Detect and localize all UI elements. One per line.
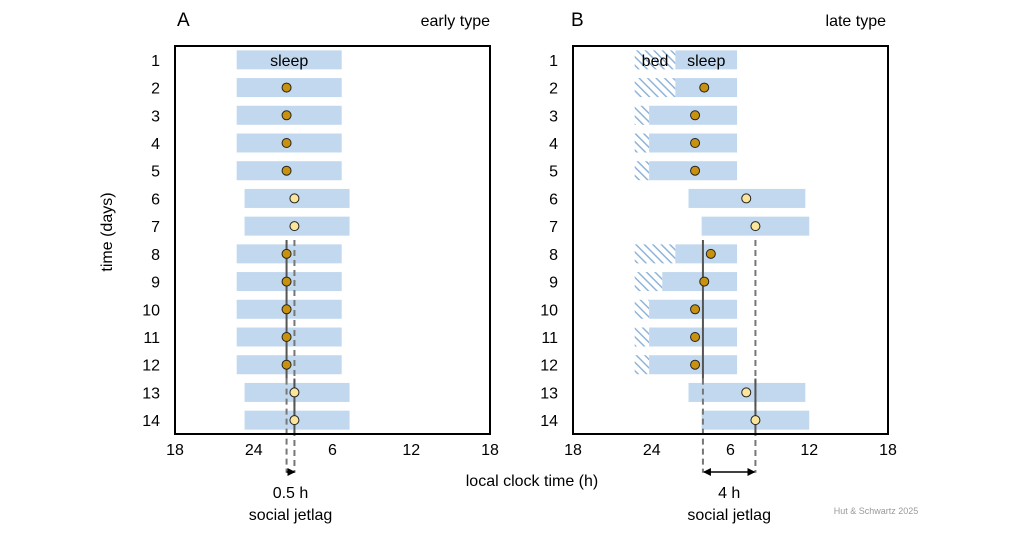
y-tick-label: 12 bbox=[540, 358, 558, 375]
y-tick-label: 9 bbox=[549, 275, 558, 292]
mid-sleep-dot bbox=[281, 359, 292, 370]
y-tick-label: 3 bbox=[151, 108, 160, 125]
bed-bar bbox=[634, 78, 676, 98]
mid-sleep-dot bbox=[281, 82, 292, 93]
y-tick-label: 2 bbox=[151, 81, 160, 98]
mid-sleep-dot bbox=[281, 110, 292, 121]
x-axis-label: local clock time (h) bbox=[466, 473, 598, 490]
mid-sleep-dot bbox=[281, 138, 292, 148]
jetlag-caption: social jetlag bbox=[687, 507, 771, 524]
mid-sleep-dot bbox=[741, 193, 752, 204]
bed-bar bbox=[634, 355, 650, 375]
sleep-label: sleep bbox=[270, 53, 308, 70]
mid-sleep-dot bbox=[699, 82, 710, 93]
mid-sleep-dot bbox=[281, 332, 292, 342]
x-tick-label: 6 bbox=[726, 442, 735, 459]
mid-sleep-dot bbox=[281, 165, 292, 176]
bed-bar bbox=[634, 161, 650, 181]
mid-sleep-dot bbox=[690, 304, 701, 315]
x-tick-label: 18 bbox=[879, 442, 897, 459]
x-tick-label: 12 bbox=[402, 442, 420, 459]
x-tick-label: 6 bbox=[328, 442, 337, 459]
bed-bar bbox=[634, 50, 676, 70]
y-tick-label: 7 bbox=[549, 219, 558, 236]
mid-sleep-dot bbox=[289, 193, 300, 204]
bed-bar bbox=[634, 244, 676, 264]
mid-sleep-dot bbox=[690, 165, 701, 176]
bed-bar bbox=[634, 105, 650, 125]
bed-bar bbox=[634, 133, 650, 153]
bed-bar bbox=[634, 327, 650, 347]
y-tick-label: 14 bbox=[142, 413, 160, 430]
y-tick-label: 12 bbox=[142, 358, 160, 375]
y-tick-label: 13 bbox=[142, 385, 160, 402]
y-axis-label: time (days) bbox=[99, 192, 116, 271]
y-tick-label: 13 bbox=[540, 385, 558, 402]
x-tick-label: 18 bbox=[166, 442, 184, 459]
mid-sleep-dot bbox=[281, 276, 292, 287]
jetlag-value: 4 h bbox=[718, 485, 740, 502]
mid-sleep-dot bbox=[750, 221, 761, 232]
y-tick-label: 8 bbox=[549, 247, 558, 264]
mid-sleep-dot bbox=[281, 248, 292, 259]
y-tick-label: 5 bbox=[549, 164, 558, 181]
mid-sleep-dot bbox=[289, 221, 300, 232]
mid-sleep-dot bbox=[750, 415, 761, 426]
plot-frame bbox=[174, 45, 491, 435]
mid-sleep-dot bbox=[289, 415, 300, 426]
y-tick-label: 8 bbox=[151, 247, 160, 264]
y-tick-label: 6 bbox=[549, 191, 558, 208]
sleep-bar bbox=[675, 50, 738, 70]
y-tick-label: 11 bbox=[541, 330, 558, 347]
bed-bar bbox=[634, 272, 663, 292]
x-tick-label: 18 bbox=[564, 442, 582, 459]
mid-sleep-dot bbox=[699, 276, 710, 287]
mid-sleep-dot bbox=[690, 138, 701, 148]
mid-sleep-dot bbox=[281, 304, 292, 315]
panel-title: early type bbox=[421, 13, 490, 30]
plot-frame bbox=[572, 45, 889, 435]
credit-text: Hut & Schwartz 2025 bbox=[834, 506, 919, 516]
jetlag-value: 0.5 h bbox=[273, 485, 309, 502]
y-tick-label: 10 bbox=[142, 302, 160, 319]
mid-sleep-dot bbox=[289, 387, 300, 398]
y-tick-label: 1 bbox=[151, 53, 160, 70]
y-tick-label: 1 bbox=[549, 53, 558, 70]
mid-sleep-dot bbox=[690, 110, 701, 121]
y-tick-label: 5 bbox=[151, 164, 160, 181]
y-tick-label: 4 bbox=[151, 136, 160, 153]
y-tick-label: 4 bbox=[549, 136, 558, 153]
y-tick-label: 2 bbox=[549, 81, 558, 98]
bed-bar bbox=[634, 299, 650, 319]
mid-sleep-dot bbox=[690, 359, 701, 370]
jetlag-caption: social jetlag bbox=[249, 507, 333, 524]
y-tick-label: 3 bbox=[549, 108, 558, 125]
panel-letter: B bbox=[571, 10, 584, 31]
panel-letter: A bbox=[177, 10, 190, 31]
x-tick-label: 12 bbox=[800, 442, 818, 459]
y-tick-label: 14 bbox=[540, 413, 558, 430]
bed-label: bed bbox=[642, 53, 669, 70]
x-tick-label: 24 bbox=[245, 442, 263, 459]
panel-title: late type bbox=[826, 13, 887, 30]
y-tick-label: 11 bbox=[143, 330, 160, 347]
x-tick-label: 18 bbox=[481, 442, 499, 459]
y-tick-label: 6 bbox=[151, 191, 160, 208]
sleep-bar bbox=[236, 50, 342, 70]
mid-sleep-dot bbox=[690, 332, 701, 342]
y-tick-label: 9 bbox=[151, 275, 160, 292]
y-tick-label: 10 bbox=[540, 302, 558, 319]
y-tick-label: 7 bbox=[151, 219, 160, 236]
mid-sleep-dot bbox=[741, 387, 752, 398]
mid-sleep-dot bbox=[705, 248, 716, 259]
sleep-label: sleep bbox=[687, 53, 725, 70]
x-tick-label: 24 bbox=[643, 442, 661, 459]
